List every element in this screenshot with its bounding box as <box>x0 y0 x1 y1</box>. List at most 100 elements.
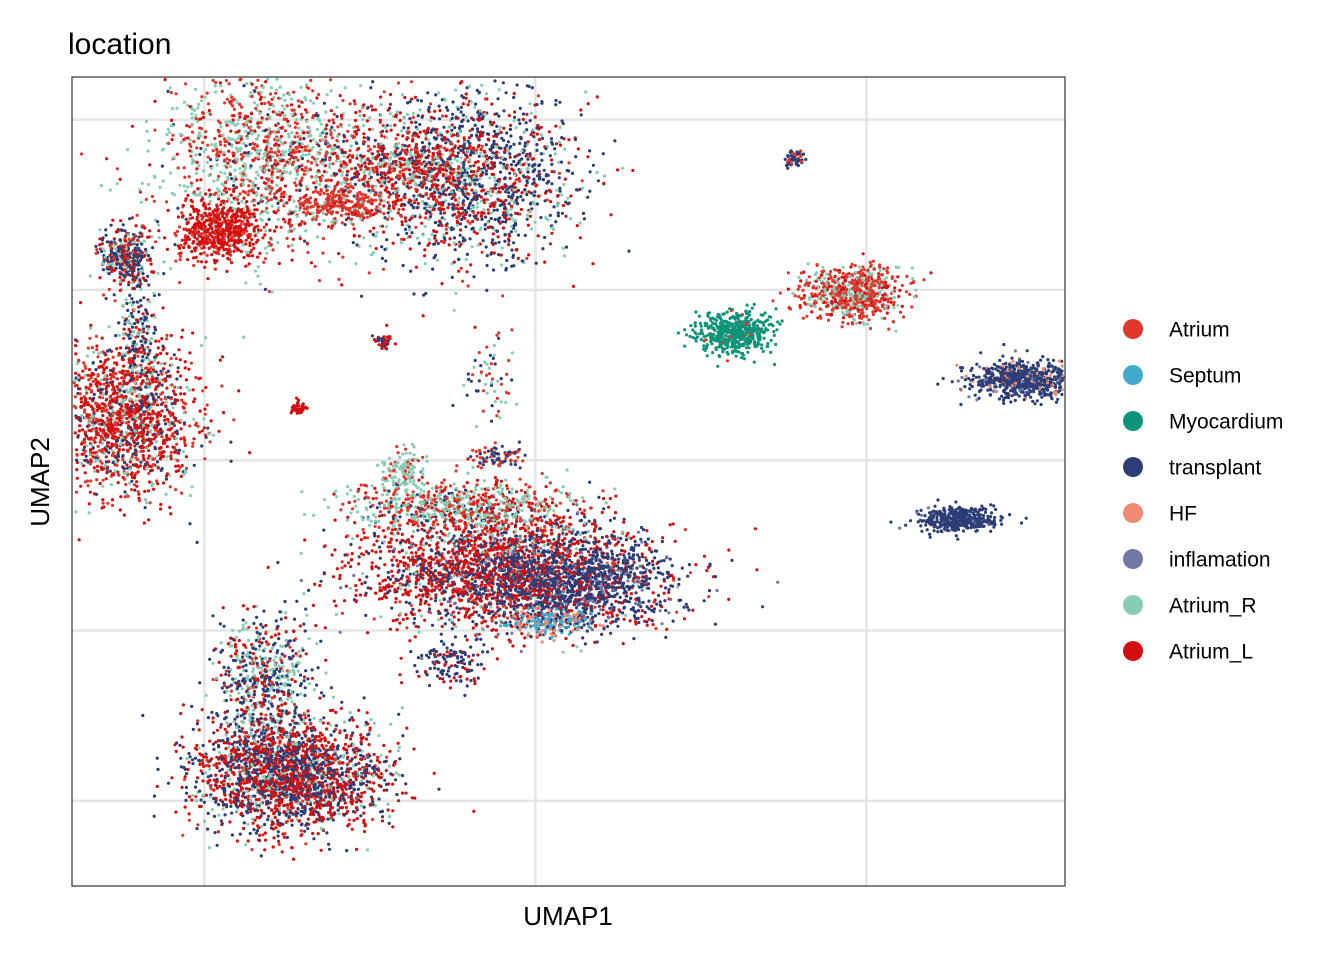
point <box>237 129 241 133</box>
point <box>217 174 221 178</box>
point <box>514 211 518 215</box>
point <box>235 149 239 153</box>
point <box>438 108 442 113</box>
point <box>292 151 296 155</box>
point <box>495 208 499 212</box>
point <box>580 179 584 183</box>
point <box>299 85 303 89</box>
point <box>308 201 312 205</box>
point <box>190 204 194 208</box>
point <box>192 463 196 467</box>
point <box>393 160 397 164</box>
point <box>241 189 245 194</box>
point <box>266 244 270 248</box>
point <box>206 143 210 147</box>
point <box>130 216 134 220</box>
point <box>317 169 321 173</box>
point <box>336 134 340 138</box>
point <box>485 254 489 258</box>
point <box>381 267 385 271</box>
point <box>453 248 457 252</box>
point <box>174 259 178 263</box>
point <box>309 78 313 82</box>
point <box>428 102 433 106</box>
point <box>259 121 263 125</box>
point <box>341 150 345 155</box>
point <box>321 138 325 142</box>
point <box>248 142 252 147</box>
point <box>300 142 304 146</box>
point <box>105 157 109 161</box>
point <box>367 172 372 176</box>
point <box>322 170 326 174</box>
point <box>270 97 274 102</box>
point <box>558 186 562 190</box>
point <box>237 118 241 122</box>
point <box>457 171 461 175</box>
point <box>256 155 260 159</box>
point <box>492 251 496 255</box>
point <box>311 204 315 209</box>
point <box>519 194 523 199</box>
point <box>339 164 343 168</box>
point <box>353 182 357 186</box>
point <box>202 246 206 250</box>
point <box>213 142 217 146</box>
point <box>514 178 518 182</box>
point <box>399 198 403 202</box>
point <box>381 124 385 128</box>
point <box>136 354 140 358</box>
point <box>393 123 397 127</box>
point <box>147 443 152 447</box>
point <box>288 142 293 146</box>
point <box>329 133 333 137</box>
point <box>323 158 327 162</box>
point <box>234 146 238 150</box>
point <box>573 137 578 142</box>
point <box>328 260 332 264</box>
point <box>357 234 361 238</box>
point <box>406 101 410 105</box>
point <box>296 126 301 130</box>
point <box>484 245 488 249</box>
point <box>303 221 307 226</box>
point <box>441 200 445 204</box>
point <box>315 157 319 161</box>
point <box>287 123 291 127</box>
point <box>510 264 514 268</box>
point <box>269 197 273 201</box>
point <box>412 292 416 296</box>
point <box>224 120 228 124</box>
point <box>355 214 359 218</box>
point <box>469 100 473 104</box>
point <box>479 109 483 113</box>
point <box>191 107 195 112</box>
point <box>602 181 606 186</box>
point <box>333 221 337 225</box>
point <box>321 251 325 255</box>
point <box>286 244 291 248</box>
point <box>345 139 349 143</box>
point <box>230 144 234 148</box>
point <box>148 258 152 262</box>
point <box>453 144 457 148</box>
point <box>509 134 513 138</box>
point <box>306 250 310 255</box>
point <box>518 121 522 126</box>
point <box>287 221 291 225</box>
point <box>420 185 424 189</box>
point <box>268 184 272 189</box>
point <box>407 144 411 148</box>
point <box>359 167 363 172</box>
point <box>379 103 383 107</box>
point <box>466 146 470 150</box>
point <box>193 160 197 164</box>
point <box>485 263 489 268</box>
point <box>361 192 365 196</box>
point <box>387 180 391 184</box>
point <box>249 116 253 120</box>
point <box>216 119 221 123</box>
point <box>379 142 383 146</box>
point <box>418 108 422 112</box>
point <box>307 149 311 153</box>
